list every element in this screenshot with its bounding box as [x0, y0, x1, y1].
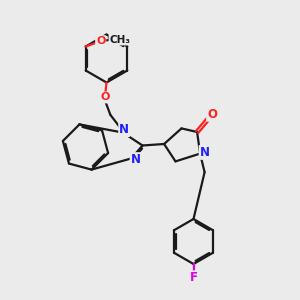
Text: F: F: [190, 271, 197, 284]
Text: N: N: [119, 123, 129, 136]
Text: O: O: [96, 36, 105, 46]
Text: CH₃: CH₃: [110, 34, 130, 45]
Text: O: O: [100, 92, 110, 103]
Text: O: O: [207, 108, 217, 121]
Text: N: N: [200, 146, 210, 159]
Text: N: N: [130, 153, 141, 166]
